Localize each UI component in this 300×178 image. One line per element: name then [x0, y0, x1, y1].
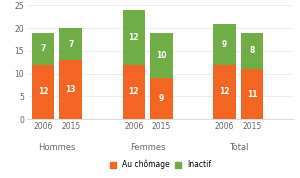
- Text: Femmes: Femmes: [130, 143, 165, 152]
- Text: 12: 12: [38, 87, 48, 96]
- Bar: [213, 23, 236, 65]
- Bar: [122, 10, 145, 65]
- Bar: [150, 33, 173, 78]
- Text: 12: 12: [129, 33, 139, 42]
- Bar: [241, 33, 263, 69]
- Bar: [213, 65, 236, 119]
- Bar: [32, 65, 54, 119]
- Bar: [59, 28, 82, 60]
- Text: Total: Total: [229, 143, 248, 152]
- Text: Hommes: Hommes: [38, 143, 76, 152]
- Bar: [59, 60, 82, 119]
- Bar: [32, 33, 54, 65]
- Text: 8: 8: [250, 46, 255, 55]
- Text: 7: 7: [68, 40, 74, 49]
- Text: 12: 12: [129, 87, 139, 96]
- Text: 9: 9: [159, 94, 164, 103]
- Text: 12: 12: [219, 87, 230, 96]
- Bar: [241, 69, 263, 119]
- Text: 10: 10: [156, 51, 167, 60]
- Text: 7: 7: [40, 44, 46, 53]
- Legend: Au chômage, Inactif: Au chômage, Inactif: [107, 157, 214, 172]
- Bar: [122, 65, 145, 119]
- Text: 13: 13: [65, 85, 76, 94]
- Text: 9: 9: [222, 40, 227, 49]
- Bar: [150, 78, 173, 119]
- Text: 11: 11: [247, 90, 257, 99]
